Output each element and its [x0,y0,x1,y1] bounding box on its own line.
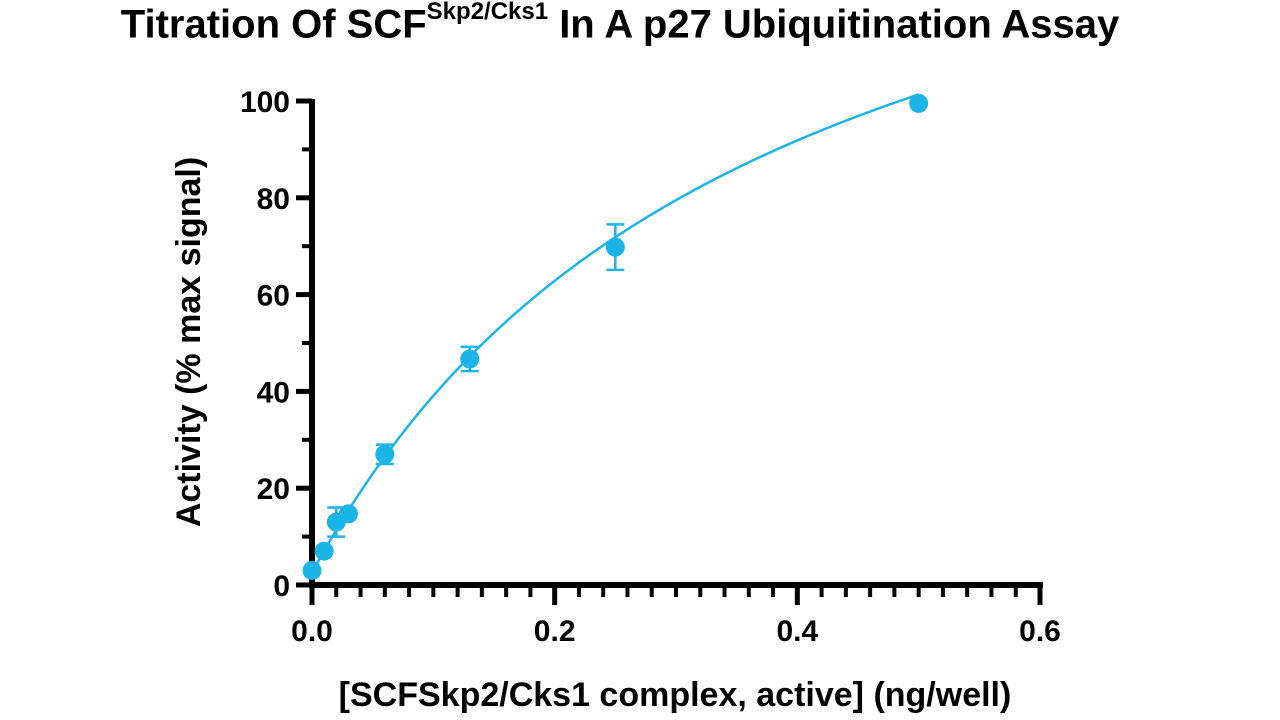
x-tick-label: 0.2 [534,615,576,648]
axes [309,99,1043,588]
y-axis-title: Activity (% max signal) [170,157,208,527]
data-point [909,93,929,113]
y-tick-label: 0 [273,570,290,603]
y-tick-label: 40 [257,376,290,409]
data-point [302,560,322,580]
chart-title-main: Titration Of SCF [120,2,427,47]
data-point [314,541,334,561]
data-point [338,504,358,524]
x-tick-label: 0.6 [1019,615,1061,648]
chart-title-superscript: Skp2/Cks1 [426,0,549,25]
chart-title: Titration Of SCFSkp2/Cks1 In A p27 Ubiqu… [0,0,1240,47]
fit-curve-layer [310,93,920,574]
data-point [605,237,625,257]
y-tick-label: 20 [257,473,290,506]
data-point [375,444,395,464]
x-tick-label: 0.0 [291,615,333,648]
y-tick-label: 80 [257,183,290,216]
data-point [460,349,480,369]
points-layer [302,93,929,580]
chart-title-rest: In A p27 Ubiquitination Assay [548,2,1120,47]
y-tick-label: 100 [240,86,290,119]
ticks: 0 20 40 60 80 100 0.0 0.2 0.4 0.6 [240,86,1061,648]
x-axis-title: [SCFSkp2/Cks1 complex, active] (ng/well) [339,676,1012,714]
fit-curve [310,93,920,574]
y-tick-label: 60 [257,280,290,313]
x-tick-label: 0.4 [776,615,818,648]
